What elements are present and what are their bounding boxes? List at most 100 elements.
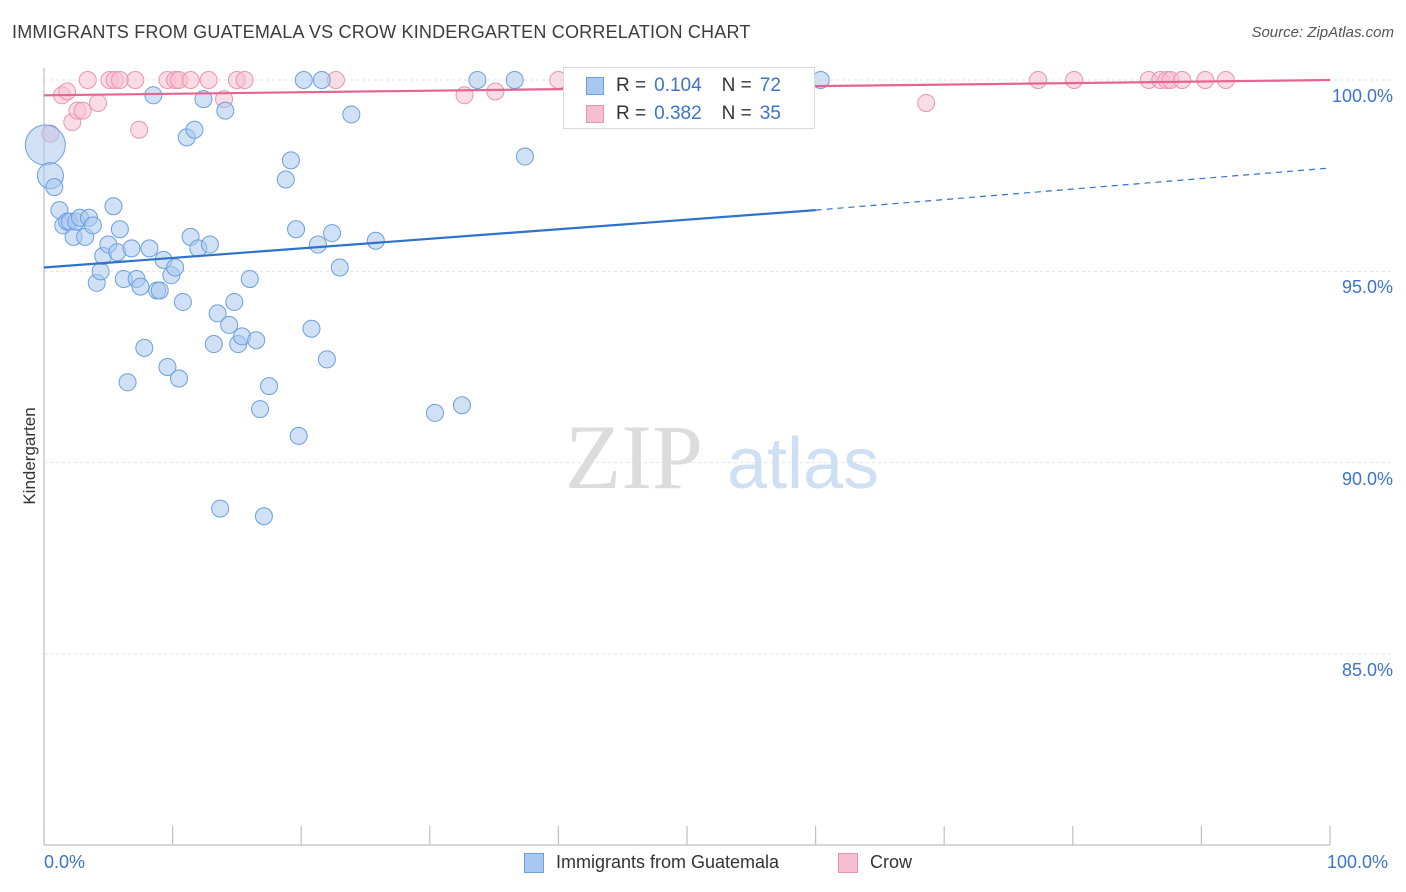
guatemala-point: [208, 304, 227, 323]
guatemala-point: [185, 120, 204, 139]
y-tick-label: 90.0%: [1341, 468, 1393, 489]
crow-point: [917, 93, 936, 112]
guatemala-point: [225, 292, 244, 311]
source-label: Source: ZipAtlas.com: [1251, 24, 1394, 41]
guatemala-point: [317, 350, 336, 369]
guatemala-point: [135, 338, 154, 357]
y-axis-label: Kindergarten: [20, 407, 39, 505]
guatemala-point: [194, 90, 213, 109]
crow-point: [78, 71, 97, 89]
legend-row-crow: R = 0.382 N = 35: [586, 102, 781, 126]
legend-row-guatemala: R = 0.104 N = 72: [586, 74, 781, 98]
legend-swatch-blue: [524, 852, 544, 873]
legend-n-label: N =: [721, 75, 752, 96]
guatemala-point: [144, 86, 163, 105]
crow-point: [1173, 71, 1192, 89]
guatemala-point: [323, 224, 342, 243]
crow-point: [126, 71, 145, 89]
guatemala-point: [83, 216, 102, 235]
legend-swatch-pink: [586, 105, 604, 123]
guatemala-point: [287, 220, 306, 239]
guatemala-point: [104, 197, 123, 216]
guatemala-point: [91, 262, 110, 281]
guatemala-point: [276, 170, 295, 189]
crow-point: [1029, 71, 1048, 89]
guatemala-point: [289, 426, 308, 445]
legend-n-label: N =: [721, 103, 752, 124]
guatemala-point: [505, 71, 524, 89]
guatemala-point: [158, 358, 177, 376]
guatemala-point: [166, 258, 185, 277]
guatemala-point: [140, 239, 159, 258]
guatemala-point: [452, 396, 471, 415]
guatemala-point: [302, 319, 321, 338]
series-crow: [41, 71, 1235, 143]
guatemala-point: [247, 331, 266, 350]
series-guatemala: [24, 71, 830, 526]
guatemala-trend-extension: [815, 167, 1331, 211]
watermark: ZIP atlas: [565, 406, 879, 508]
guatemala-point: [468, 71, 487, 89]
legend-n-value: 72: [759, 75, 781, 96]
legend-r-value: 0.104: [654, 75, 702, 96]
legend-label-guatemala: Immigrants from Guatemala: [556, 852, 780, 872]
crow-point: [130, 120, 149, 139]
x-tick-label-min: 0.0%: [44, 852, 86, 872]
legend-r-value: 0.382: [654, 103, 702, 124]
legend-item-crow[interactable]: Crow: [838, 852, 912, 873]
guatemala-point: [24, 124, 66, 166]
watermark-zip: ZIP: [565, 406, 703, 508]
crow-point: [1196, 71, 1215, 89]
guatemala-point: [150, 281, 169, 300]
guatemala-point: [240, 269, 259, 288]
guatemala-point: [131, 277, 150, 296]
crow-point: [486, 82, 505, 101]
series-legend: Immigrants from Guatemala Crow: [0, 852, 1406, 876]
guatemala-point: [45, 178, 64, 197]
legend-n-value: 35: [759, 103, 781, 124]
correlation-legend: R = 0.104 N = 72 R = 0.382 N = 35: [563, 67, 815, 129]
y-tick-label: 95.0%: [1341, 277, 1393, 298]
guatemala-point: [425, 403, 444, 422]
y-tick-label: 100.0%: [1331, 86, 1393, 106]
guatemala-point: [204, 335, 223, 354]
crow-point: [58, 82, 77, 101]
guatemala-point: [281, 151, 300, 170]
guatemala-point: [118, 373, 137, 392]
guatemala-point: [220, 315, 239, 334]
guatemala-point: [211, 499, 230, 518]
crow-point: [1065, 71, 1084, 89]
watermark-atlas: atlas: [727, 424, 879, 504]
guatemala-point: [366, 231, 385, 250]
y-tick-label: 85.0%: [1341, 660, 1393, 680]
legend-item-guatemala[interactable]: Immigrants from Guatemala: [524, 852, 779, 873]
guatemala-point: [110, 220, 129, 239]
guatemala-point: [216, 101, 235, 120]
grid-lines: [44, 79, 1393, 655]
legend-swatch-pink: [838, 852, 858, 873]
crow-point: [235, 71, 254, 89]
guatemala-point: [170, 369, 189, 388]
crow-point: [73, 101, 92, 120]
guatemala-trend-line: [43, 209, 816, 269]
guatemala-point: [330, 258, 349, 277]
guatemala-point: [254, 507, 273, 526]
crow-point: [89, 93, 108, 112]
guatemala-point: [312, 71, 331, 89]
x-tick-label-max: 100.0%: [1327, 852, 1389, 872]
legend-label-crow: Crow: [870, 852, 913, 872]
axes: [43, 68, 1331, 846]
guatemala-point: [515, 147, 534, 166]
guatemala-point: [260, 377, 279, 396]
guatemala-point: [200, 235, 219, 254]
guatemala-point: [122, 239, 141, 258]
guatemala-point: [308, 235, 327, 254]
legend-r-label: R =: [616, 103, 647, 124]
crow-point: [1216, 71, 1235, 89]
guatemala-point: [173, 292, 192, 311]
guatemala-point: [294, 71, 313, 89]
legend-swatch-blue: [586, 77, 604, 95]
legend-r-label: R =: [616, 75, 647, 96]
crow-point: [110, 71, 129, 89]
